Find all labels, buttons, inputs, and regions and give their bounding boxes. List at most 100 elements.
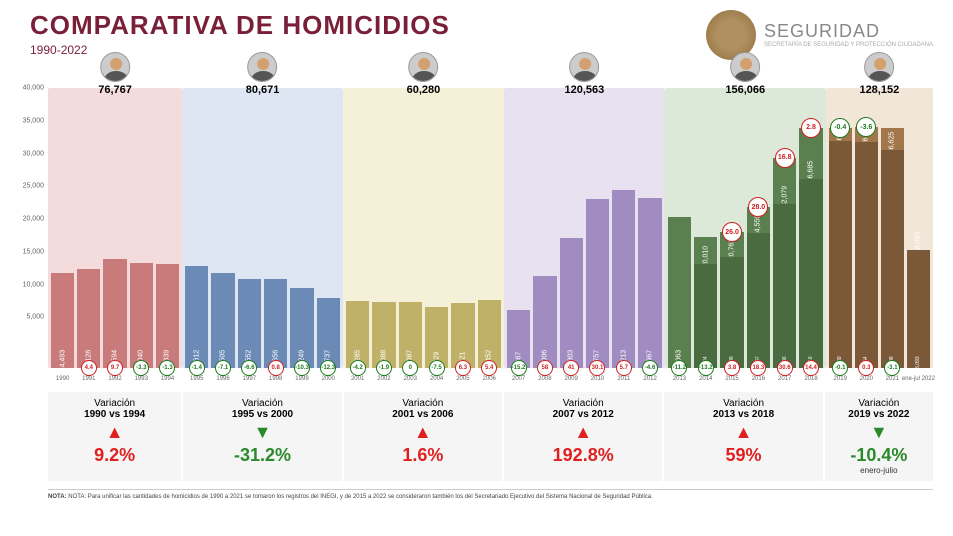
summary-percent: 1.6% [348, 445, 498, 466]
period-p2: 80,67115,612-1.4199514,505-7.1199613,552… [182, 88, 343, 368]
footnote-text: NOTA: Para unificar las cantidades de ho… [68, 494, 653, 500]
variation-bubble: 0.3 [858, 360, 874, 376]
sub-bar: 33,308 [881, 150, 904, 368]
bar: 9,329 [425, 307, 448, 368]
variation-bubble-secondary: 2.8 [801, 118, 821, 138]
bar: 15,612 [185, 266, 208, 368]
bar-wrap: 12,249-10.31999 [290, 288, 313, 368]
arrow-up-icon [508, 422, 658, 443]
sub-bar: 15,824 [694, 264, 717, 368]
summary-card: Variación2001 vs 20061.6% [344, 392, 502, 481]
bar: 10,737 [317, 298, 340, 368]
year-label: 2002 [377, 376, 390, 382]
bar-wrap: 36,68528,81614.42.82018 [799, 128, 822, 368]
bar: 20,76216,909 [720, 232, 743, 368]
variation-bubble-secondary: 28.0 [748, 197, 768, 217]
periods-container: 76,76714,493199015,1284.4199116,5949.719… [48, 88, 933, 368]
footnote: NOTA: NOTA: Para unificar las cantidades… [48, 489, 933, 500]
variation-bubble-secondary: 16.8 [775, 148, 795, 168]
variation-bubble: 30.1 [589, 360, 605, 376]
bar: 36,77334,554 [855, 127, 878, 368]
bar: 24,55920,547 [747, 207, 770, 368]
president-avatar [730, 52, 760, 82]
bar: 12,249 [290, 288, 313, 368]
summary-note: enero-julio [829, 466, 929, 475]
variation-bubble: 30.6 [777, 360, 793, 376]
variation-bubble-secondary: -3.6 [856, 117, 876, 137]
variation-bubble: 5.4 [481, 360, 497, 376]
variation-bubble: -15.2 [511, 360, 527, 376]
variation-bubble: 5.7 [616, 360, 632, 376]
year-label: 2004 [430, 376, 443, 382]
bar-wrap: 10,285-4.22001 [346, 301, 369, 368]
year-label: 2008 [538, 376, 551, 382]
bar-wrap: 10,088-1.92002 [372, 302, 395, 368]
bar: 25,757 [586, 199, 609, 368]
bar-wrap: 36,66134,689-0.1-0.42019 [829, 128, 852, 368]
bar-wrap: 25,967-4.62012 [638, 198, 661, 368]
variation-bubble: -13.2 [698, 360, 714, 376]
president-avatar [100, 52, 130, 82]
year-label: 2001 [351, 376, 364, 382]
bar: 16,040 [130, 263, 153, 368]
year-label: 2005 [456, 376, 469, 382]
bar-wrap: 15,612-1.41995 [185, 266, 208, 368]
bar: 10,452 [478, 300, 501, 368]
bar-wrap: 16,040-3.31993 [130, 263, 153, 368]
sub-bar: 34,554 [855, 142, 878, 368]
year-label: 1998 [269, 376, 282, 382]
variation-bubble: -1.4 [189, 360, 205, 376]
summary-percent: -31.2% [187, 445, 337, 466]
variation-bubble: -7.1 [215, 360, 231, 376]
bar-wrap: 16,5949.71992 [103, 259, 126, 368]
y-tick: 15,000 [23, 248, 44, 255]
brand-main: SEGURIDAD [764, 21, 933, 42]
year-label: 1991 [82, 376, 95, 382]
summary-title: Variación2013 vs 2018 [668, 398, 818, 420]
bar-wrap: 23,063-11.22013 [668, 217, 691, 368]
variation-bubble: -4.2 [350, 360, 366, 376]
sub-bar: 20,547 [747, 233, 770, 368]
summary-title: Variación1995 vs 2000 [187, 398, 337, 420]
variation-bubble: -6.6 [241, 360, 257, 376]
president-avatar [248, 52, 278, 82]
bar-wrap: 10,08702003 [399, 302, 422, 368]
bar-wrap: 27,2135.72011 [612, 190, 635, 368]
bar-wrap: 14,4931990 [51, 273, 74, 368]
summary-card: Variación2013 vs 201859% [664, 392, 822, 481]
variation-bubble: -7.5 [429, 360, 445, 376]
year-label: 1997 [243, 376, 256, 382]
bar-wrap: 14,006582008 [533, 276, 556, 368]
variation-bubble: 18.3 [750, 360, 766, 376]
period-total: 80,671 [246, 84, 280, 96]
summary-percent: 9.2% [52, 445, 177, 466]
variation-bubble: -1.3 [159, 360, 175, 376]
bar-wrap: 20,76216,9093.826.02015 [720, 232, 743, 368]
bar-wrap: 20,01015,824-13.22014 [694, 237, 717, 368]
summary-card: Variación1990 vs 19949.2% [48, 392, 181, 481]
bar: 15,839 [156, 264, 179, 368]
header: COMPARATIVA DE HOMICIDIOS 1990-2022 SEGU… [0, 0, 953, 60]
bar-wrap: 14,505-7.11996 [211, 273, 234, 368]
bar-wrap: 25,75730.12010 [586, 199, 609, 368]
variation-bubble-secondary: 26.0 [722, 222, 742, 242]
year-label: 2003 [404, 376, 417, 382]
bar: 14,505 [211, 273, 234, 368]
president-avatar [408, 52, 438, 82]
arrow-up-icon [52, 422, 177, 443]
year-label: 1993 [135, 376, 148, 382]
page-title: COMPARATIVA DE HOMICIDIOS [30, 10, 450, 41]
sub-bar: 34,689 [829, 141, 852, 368]
variation-bubble: -10.3 [294, 360, 310, 376]
sub-bar: 18,093 [907, 250, 930, 369]
bar-wrap: 13,6560.81998 [264, 279, 287, 368]
variation-bubble: 58 [537, 360, 553, 376]
sub-bar: 28,816 [799, 179, 822, 368]
bar: 36,68528,816 [799, 128, 822, 368]
bar: 10,088 [372, 302, 395, 368]
bar: 20,01015,824 [694, 237, 717, 368]
bar: 14,493 [51, 273, 74, 368]
period-header: 60,280 [407, 52, 441, 96]
bar: 13,552 [238, 279, 261, 368]
arrow-up-icon [668, 422, 818, 443]
